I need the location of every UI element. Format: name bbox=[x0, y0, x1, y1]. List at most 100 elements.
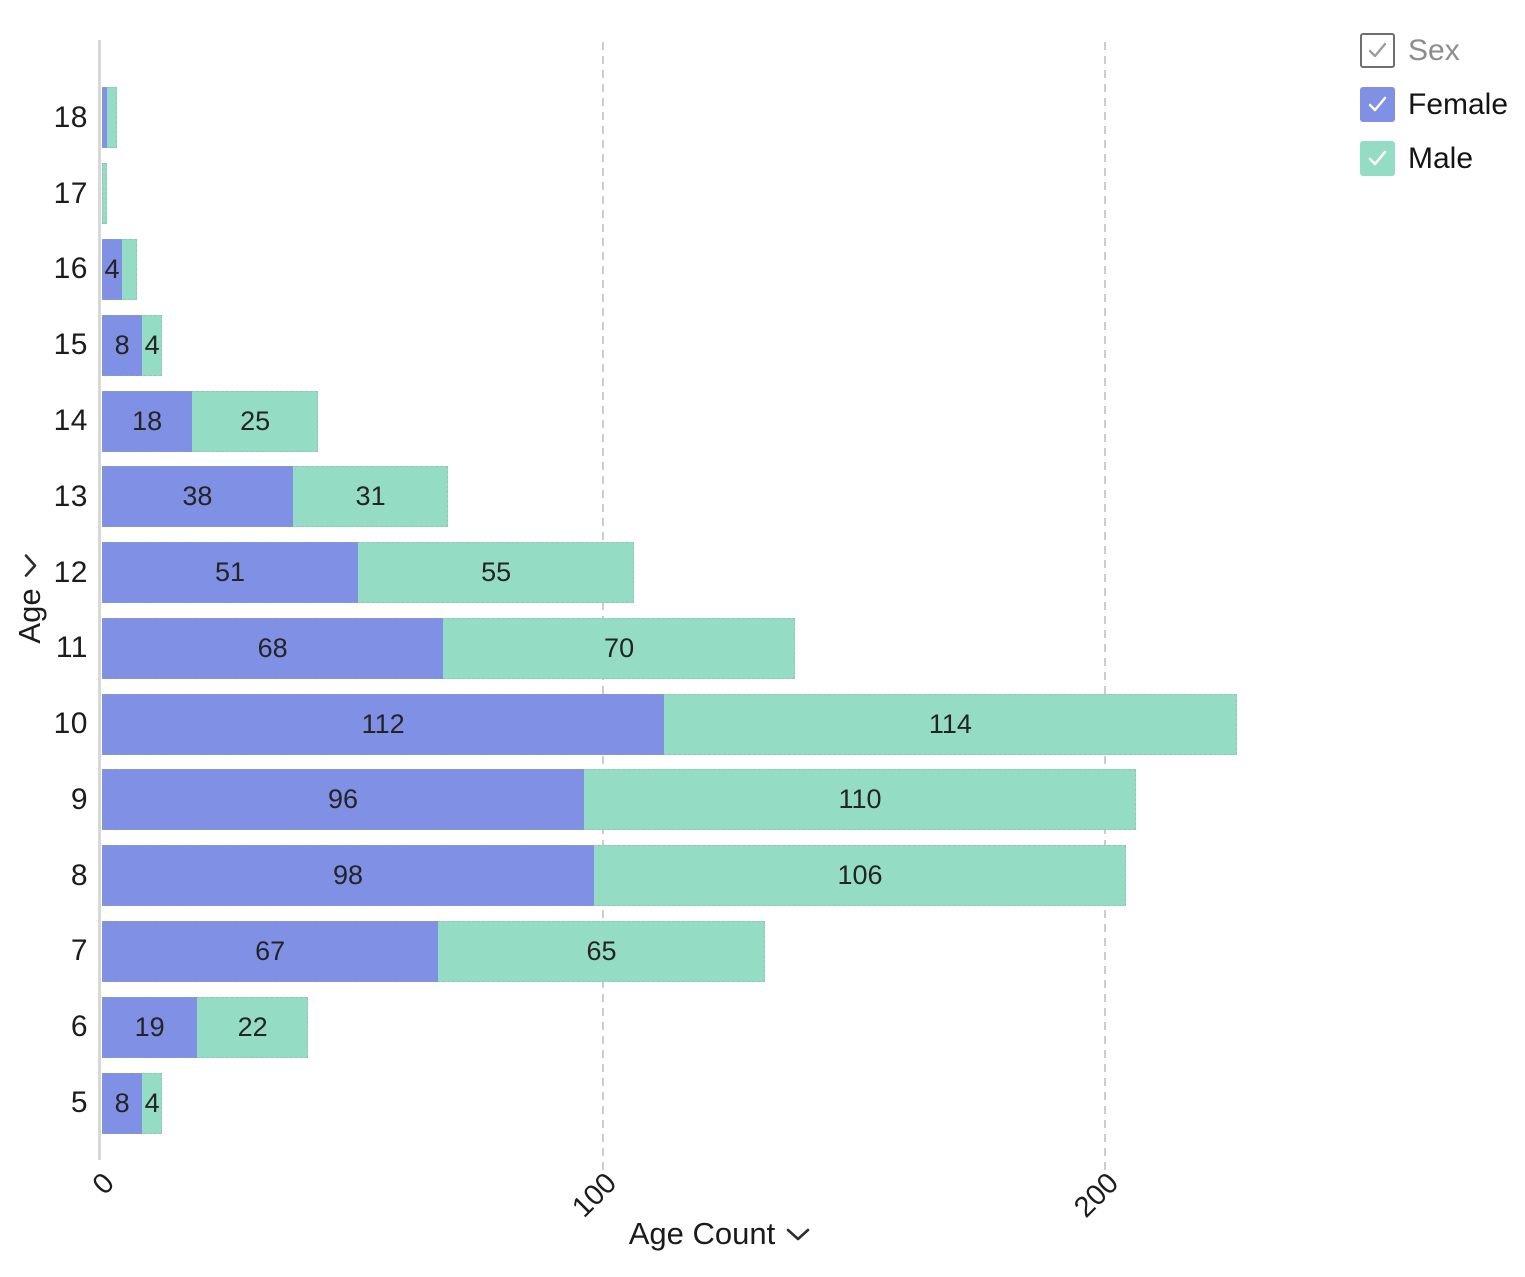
bar-stack[interactable]: 19 22 bbox=[102, 996, 308, 1058]
y-tick-label: 8 bbox=[70, 858, 88, 892]
y-tick-label: 11 bbox=[55, 631, 88, 665]
bar-stack[interactable] bbox=[102, 163, 108, 225]
male-checkbox-icon[interactable] bbox=[1360, 141, 1395, 176]
bar-row: 16 4 bbox=[0, 232, 1345, 308]
bar-stack[interactable]: 96 110 bbox=[102, 769, 1137, 831]
bar-segment-male[interactable]: 106 bbox=[593, 845, 1127, 907]
bar-value-label: 31 bbox=[355, 481, 386, 512]
bar-value-label: 106 bbox=[837, 860, 883, 891]
y-axis-label[interactable]: Age bbox=[12, 552, 48, 644]
y-axis-label-text: Age bbox=[12, 588, 47, 644]
bar-segment-female[interactable]: 96 bbox=[102, 769, 584, 831]
bar-stack[interactable]: 67 65 bbox=[102, 920, 765, 982]
bar-segment-male[interactable] bbox=[102, 163, 108, 225]
y-tick-label: 9 bbox=[70, 782, 88, 816]
bar-value-label: 8 bbox=[114, 329, 130, 360]
bar-segment-male[interactable] bbox=[122, 238, 138, 300]
legend-title: Sex bbox=[1408, 33, 1460, 67]
y-tick-label: 5 bbox=[70, 1086, 88, 1120]
legend-item-label: Male bbox=[1408, 141, 1474, 175]
chevron-down-icon[interactable] bbox=[785, 1227, 811, 1242]
bar-value-label: 70 bbox=[604, 632, 635, 663]
y-axis-line bbox=[98, 40, 101, 1160]
bar-segment-male[interactable]: 114 bbox=[664, 693, 1237, 755]
bar-value-label: 38 bbox=[182, 481, 213, 512]
bar-value-label: 4 bbox=[144, 329, 160, 360]
bar-stack[interactable]: 98 106 bbox=[102, 845, 1127, 907]
bar-value-label: 98 bbox=[332, 860, 363, 891]
legend-sex-toggle[interactable]: Sex bbox=[1360, 33, 1508, 68]
bar-segment-male[interactable] bbox=[107, 87, 118, 149]
bar-stack[interactable]: 51 55 bbox=[102, 542, 635, 604]
bar-value-label: 18 bbox=[132, 405, 163, 436]
bar-value-label: 19 bbox=[134, 1011, 165, 1042]
bar-segment-female[interactable] bbox=[102, 87, 108, 149]
bar-value-label: 114 bbox=[928, 708, 972, 739]
bar-segment-female[interactable]: 38 bbox=[102, 466, 293, 528]
bar-segment-female[interactable]: 18 bbox=[102, 390, 193, 452]
bar-value-label: 8 bbox=[114, 1087, 130, 1118]
bar-segment-male[interactable]: 70 bbox=[443, 617, 795, 679]
x-axis-label-text: Age Count bbox=[628, 1216, 776, 1251]
bar-stack[interactable] bbox=[102, 87, 118, 149]
y-tick-label: 15 bbox=[53, 328, 88, 362]
bar-stack[interactable]: 4 bbox=[102, 238, 138, 300]
bar-segment-female[interactable]: 98 bbox=[102, 845, 594, 907]
bar-segment-female[interactable]: 8 bbox=[102, 314, 143, 376]
bar-value-label: 65 bbox=[586, 935, 617, 966]
bar-row: 10 112 114 bbox=[0, 686, 1345, 762]
x-axis-label[interactable]: Age Count bbox=[629, 1216, 812, 1252]
bar-segment-female[interactable]: 51 bbox=[102, 542, 359, 604]
y-tick-label: 14 bbox=[53, 404, 88, 438]
bar-segment-female[interactable]: 112 bbox=[102, 693, 665, 755]
gridline bbox=[602, 42, 605, 1170]
bar-segment-male[interactable]: 4 bbox=[142, 1072, 163, 1134]
bar-row: 18 bbox=[0, 80, 1345, 156]
legend-item-female[interactable]: Female bbox=[1360, 87, 1508, 122]
y-tick-label: 16 bbox=[53, 252, 88, 286]
bar-row: 15 8 4 bbox=[0, 307, 1345, 383]
bar-segment-male[interactable]: 65 bbox=[438, 920, 765, 982]
bar-value-label: 68 bbox=[257, 632, 288, 663]
bar-row: 17 bbox=[0, 156, 1345, 232]
bar-segment-male[interactable]: 55 bbox=[358, 542, 635, 604]
bar-segment-female[interactable]: 19 bbox=[102, 996, 198, 1058]
bar-value-label: 25 bbox=[240, 405, 271, 436]
bar-stack[interactable]: 38 31 bbox=[102, 466, 449, 528]
bar-value-label: 4 bbox=[144, 1087, 160, 1118]
bar-stack[interactable]: 68 70 bbox=[102, 617, 795, 679]
female-checkbox-icon[interactable] bbox=[1360, 87, 1395, 122]
bar-value-label: 110 bbox=[838, 784, 882, 815]
bar-segment-male[interactable]: 110 bbox=[583, 769, 1137, 831]
bar-row: 14 18 25 bbox=[0, 383, 1345, 459]
y-tick-label: 10 bbox=[53, 707, 88, 741]
bar-value-label: 96 bbox=[327, 784, 358, 815]
gridline bbox=[1104, 42, 1107, 1170]
legend-item-male[interactable]: Male bbox=[1360, 141, 1508, 176]
bar-row: 6 19 22 bbox=[0, 989, 1345, 1065]
bar-row: 9 96 110 bbox=[0, 762, 1345, 838]
y-tick-label: 17 bbox=[53, 176, 88, 210]
bar-value-label: 4 bbox=[104, 253, 120, 284]
plot-area bbox=[98, 40, 1340, 1170]
bar-segment-male[interactable]: 22 bbox=[197, 996, 308, 1058]
bar-segment-male[interactable]: 25 bbox=[192, 390, 318, 452]
bar-row: 11 68 70 bbox=[0, 610, 1345, 686]
bar-stack[interactable]: 112 114 bbox=[102, 693, 1237, 755]
bar-segment-male[interactable]: 31 bbox=[292, 466, 449, 528]
y-tick-label: 13 bbox=[53, 479, 88, 513]
bar-row: 8 98 106 bbox=[0, 838, 1345, 914]
bar-segment-female[interactable]: 4 bbox=[102, 238, 123, 300]
bar-rows: 18 17 16 4 15 8 4 14 18 25 13 38 31 12 51 55 11 68 70 10 112… bbox=[0, 80, 1345, 1141]
bar-segment-female[interactable]: 67 bbox=[102, 920, 439, 982]
bar-stack[interactable]: 18 25 bbox=[102, 390, 318, 452]
bar-segment-male[interactable]: 4 bbox=[142, 314, 163, 376]
chevron-down-icon[interactable] bbox=[23, 552, 38, 578]
bar-segment-female[interactable]: 8 bbox=[102, 1072, 143, 1134]
sex-checkbox-icon[interactable] bbox=[1360, 33, 1395, 68]
bar-segment-female[interactable]: 68 bbox=[102, 617, 444, 679]
